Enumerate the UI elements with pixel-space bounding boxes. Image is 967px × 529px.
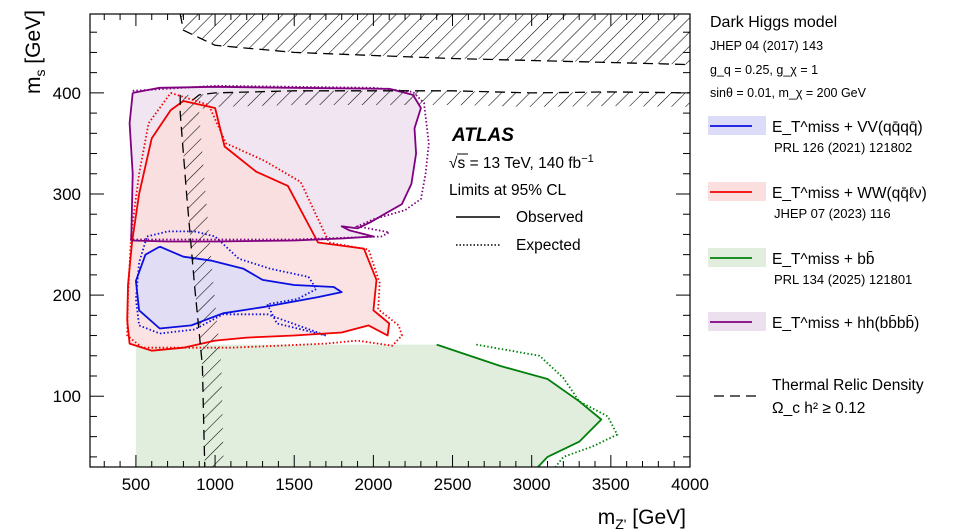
plot-frame [89, 13, 691, 468]
x-tick-label: 3000 [513, 475, 551, 494]
model-info: Dark Higgs model JHEP 04 (2017) 143 g_q … [710, 14, 867, 100]
legend-label-3: E_T^miss + hh(bb̄bb̄) [772, 315, 919, 332]
relic-line-line_upper [179, 14, 690, 66]
legend-ref-1: JHEP 07 (2023) 116 [774, 206, 891, 221]
expected-contour-3 [132, 84, 430, 241]
model-couplings: g_q = 0.25, g_χ = 1 [710, 63, 818, 77]
atlas-label: ATLAS [451, 125, 514, 146]
relic-hatch-regions [180, 14, 690, 467]
legend-label-2: E_T^miss + bb̄ [772, 251, 874, 268]
relic-line-line_main [179, 94, 206, 467]
observed-contour-0 [134, 245, 343, 330]
expected-contour-2 [476, 343, 619, 467]
x-tick-label: 1500 [275, 475, 313, 494]
observed-contour-2 [436, 343, 603, 467]
atlas-label-block: ATLAS √s = 13 TeV, 140 fb−1 Limits at 95… [449, 125, 594, 254]
legend-label-relic: Thermal Relic Density [772, 377, 924, 394]
energy-luminosity-label: √s = 13 TeV, 140 fb−1 [449, 153, 594, 172]
model-reference: JHEP 04 (2017) 143 [710, 39, 823, 53]
relic-line-line_band [192, 90, 690, 101]
x-tick-label: 1000 [196, 475, 234, 494]
legend-relic-condition: Ω_c h² ≥ 0.12 [772, 400, 865, 417]
axis-ticks: 500 1000 1500 2000 2500 3000 3500 4000 100 200 300… [53, 14, 709, 494]
region-fill-2 [135, 344, 602, 467]
legend: E_T^miss + VV(qq̄qq̄) PRL 126 (2021) 1218… [708, 116, 927, 417]
x-tick-label: 500 [122, 475, 150, 494]
x-axis-label: mZ' [GeV] [598, 506, 686, 529]
x-tick-label: 3500 [592, 475, 630, 494]
legend-ref-2: PRL 134 (2025) 121801 [774, 272, 912, 287]
legend-label-1: E_T^miss + WW(qq̄ℓν) [772, 185, 927, 202]
filled-regions [127, 86, 602, 467]
y-tick-label: 400 [53, 84, 81, 103]
observed-contour-1 [126, 100, 391, 352]
legend-ref-0: PRL 126 (2021) 121802 [774, 140, 912, 155]
legend-label-0: E_T^miss + VV(qq̄qq̄) [772, 119, 923, 136]
x-tick-label: 4000 [671, 475, 709, 494]
relic-hatch-band [192, 90, 690, 115]
y-axis-label: ms [GeV] [22, 10, 48, 94]
observed-legend-label: Observed [516, 209, 583, 226]
y-tick-label: 100 [53, 387, 81, 406]
model-title: Dark Higgs model [710, 14, 837, 31]
expected-legend-label: Expected [516, 237, 581, 254]
y-tick-label: 300 [53, 185, 81, 204]
model-parameters: sinθ = 0.01, m_χ = 200 GeV [710, 86, 867, 100]
confidence-level-label: Limits at 95% CL [449, 182, 567, 199]
x-tick-label: 2000 [354, 475, 392, 494]
region-fill-0 [135, 246, 342, 329]
relic-hatch-top [180, 14, 690, 65]
plot-area [126, 14, 690, 467]
y-tick-label: 200 [53, 286, 81, 305]
contour-lines [126, 14, 690, 467]
relic-hatch-vertical [180, 94, 224, 467]
x-tick-label: 2500 [434, 475, 472, 494]
